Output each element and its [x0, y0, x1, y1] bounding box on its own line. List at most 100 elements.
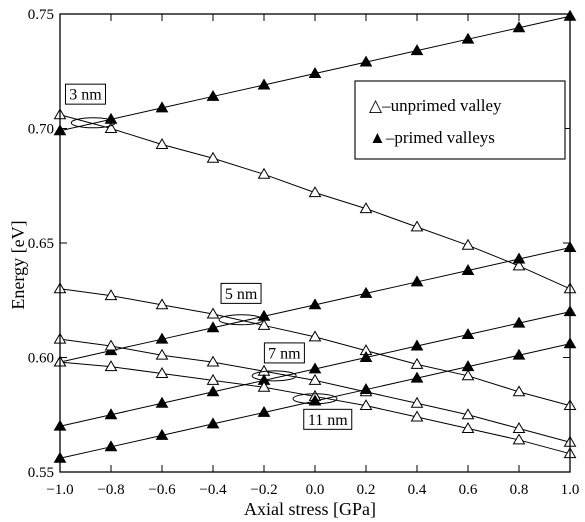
open-triangle-point	[308, 373, 322, 385]
open-triangle-point	[104, 289, 118, 301]
y-tick-label: 0.65	[28, 236, 54, 252]
filled-triangle-point	[410, 339, 424, 351]
series-7nm-filled	[53, 305, 577, 431]
open-triangle-point	[206, 307, 220, 319]
series-7nm-open	[53, 332, 577, 447]
series-5nm-filled	[53, 241, 577, 367]
open-triangle-point	[410, 410, 424, 422]
open-triangle-point	[512, 259, 526, 271]
annotation-label-11nm: 11 nm	[308, 412, 348, 429]
x-tick-label: −0.8	[97, 482, 124, 498]
filled-triangle-point	[308, 67, 322, 78]
open-triangle-point	[155, 138, 169, 149]
crossing-ellipse-7nm	[251, 370, 297, 382]
annotation-box-11nm	[303, 408, 353, 430]
filled-triangle-point	[308, 362, 322, 374]
x-tick-label: 0.4	[408, 482, 427, 498]
open-triangle-point	[206, 355, 220, 367]
filled-triangle-point	[206, 417, 220, 429]
filled-triangle-point	[257, 405, 271, 417]
filled-triangle-point	[410, 44, 424, 56]
filled-triangle-point	[512, 316, 526, 328]
open-triangle-point	[461, 421, 475, 433]
open-triangle-point	[104, 339, 118, 351]
y-tick-label: 0.55	[28, 465, 54, 481]
filled-triangle-point	[308, 394, 322, 406]
x-tick-label: 0.0	[306, 482, 325, 498]
open-triangle-point	[410, 357, 424, 369]
y-tick-label: 0.70	[28, 122, 54, 138]
filled-triangle-point	[206, 89, 220, 101]
filled-triangle-point	[155, 101, 169, 113]
x-tick-label: 1.0	[561, 482, 580, 498]
filled-triangle-point	[206, 321, 220, 333]
filled-triangle-point	[104, 440, 118, 452]
filled-triangle-point	[104, 408, 118, 420]
tick-layer: −1.0 −0.8 −0.6 −0.4 −0.2 0.0 0.2 0.4 0.6 0.8 1.0 0.…	[28, 7, 580, 498]
annotation-label-5nm: 5 nm	[225, 286, 258, 303]
x-tick-label: 0.8	[510, 482, 529, 498]
legend-box	[354, 80, 566, 160]
filled-triangle-point	[461, 32, 475, 44]
filled-triangle-point	[461, 263, 475, 275]
x-tick-label: 0.2	[357, 482, 376, 498]
open-triangle-point	[206, 373, 220, 385]
crossing-ellipse-5nm	[218, 314, 264, 326]
open-triangle-point	[308, 186, 322, 198]
filled-triangle-point	[359, 383, 373, 395]
open-triangle-point	[512, 385, 526, 397]
open-triangle-point	[512, 421, 526, 433]
filled-triangle-point	[359, 351, 373, 362]
filled-triangle-point	[512, 21, 526, 33]
open-triangle-point	[104, 360, 118, 372]
open-triangle-point	[359, 399, 373, 411]
y-tick-label: 0.60	[28, 351, 54, 367]
filled-triangle-point	[461, 328, 475, 340]
open-triangle-point	[410, 396, 424, 408]
series-11nm-filled	[53, 337, 577, 463]
legend: △–unprimed valley ▲–primed valleys	[354, 80, 566, 160]
open-triangle-point	[461, 408, 475, 420]
x-tick-label: −0.6	[148, 482, 176, 498]
series-5nm-open	[53, 282, 577, 411]
open-triangle-point	[155, 348, 169, 360]
annotation-box-5nm	[220, 282, 262, 304]
filled-triangle-point	[155, 396, 169, 408]
open-triangle-point	[359, 202, 373, 214]
open-triangle-point	[410, 220, 424, 232]
x-tick-label: −0.2	[250, 482, 277, 498]
open-triangle-point	[155, 298, 169, 310]
filled-triangle-point	[155, 332, 169, 344]
annotation-box-3nm	[65, 83, 106, 105]
x-tick-label: −1.0	[46, 482, 73, 498]
filled-triangle-point	[461, 360, 475, 372]
annotation-layer: 3 nm 5 nm 7 nm 11 nm	[65, 83, 353, 430]
open-triangle-point	[257, 318, 271, 330]
x-axis-label: Axial stress [GPa]	[244, 499, 376, 519]
open-triangle-point	[512, 433, 526, 445]
open-triangle-point	[461, 238, 475, 250]
filled-triangle-point	[155, 428, 169, 440]
series-3nm-filled	[53, 9, 577, 136]
filled-triangle-point	[359, 286, 373, 298]
open-triangle-point	[257, 167, 271, 179]
filled-triangle-point	[257, 78, 271, 90]
series-3nm-open	[53, 108, 577, 294]
legend-entry-primed: ▲–primed valleys	[369, 128, 495, 147]
open-triangle-point	[155, 367, 169, 378]
annotation-label-7nm: 7 nm	[268, 345, 301, 362]
open-triangle-point	[257, 380, 271, 392]
filled-triangle-point	[206, 385, 220, 397]
filled-triangle-point	[359, 55, 373, 67]
filled-triangle-point	[410, 371, 424, 383]
filled-triangle-point	[410, 275, 424, 287]
x-tick-label: −0.4	[199, 482, 227, 498]
y-tick-label: 0.75	[28, 7, 54, 23]
crossing-ellipse-11nm	[292, 393, 338, 405]
filled-triangle-point	[512, 252, 526, 264]
crossing-ellipse-3nm	[70, 117, 116, 129]
open-triangle-point	[104, 122, 118, 133]
open-triangle-point	[206, 151, 220, 163]
series-layer	[53, 9, 577, 463]
